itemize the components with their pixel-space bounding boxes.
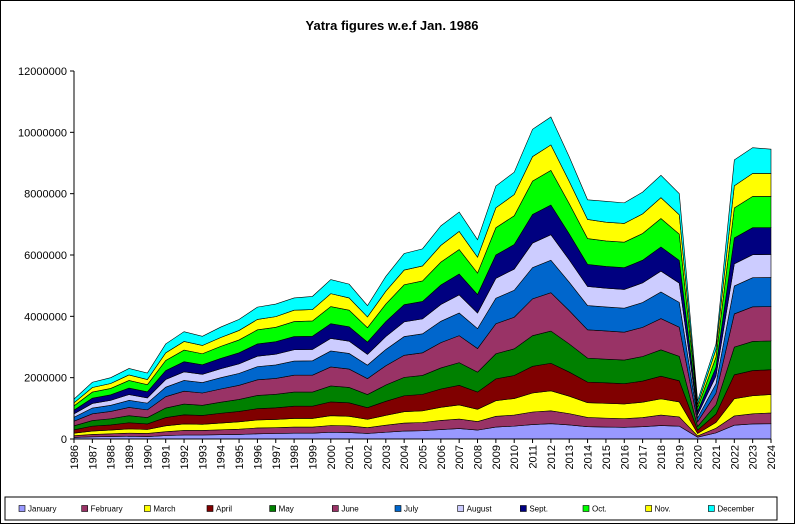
legend-swatch — [520, 505, 527, 512]
x-tick-label: 2007 — [454, 445, 466, 469]
legend-label: February — [91, 505, 123, 514]
legend-label: March — [153, 505, 175, 514]
x-tick-label: 2011 — [528, 445, 540, 469]
legend-label: May — [279, 505, 294, 514]
legend-label: April — [216, 505, 232, 514]
x-tick-label: 2005 — [418, 445, 430, 469]
legend-swatch — [457, 505, 464, 512]
x-tick-label: 2024 — [766, 445, 778, 469]
x-tick-label: 2000 — [326, 445, 338, 469]
x-tick-label: 1988 — [106, 445, 118, 469]
x-tick-label: 2018 — [656, 445, 668, 469]
x-tick-label: 1992 — [179, 445, 191, 469]
x-tick-label: 1997 — [271, 445, 283, 469]
x-tick-label: 2017 — [638, 445, 650, 469]
y-tick-label: 0 — [61, 434, 67, 446]
legend-label: December — [717, 505, 754, 514]
x-tick-label: 2015 — [601, 445, 613, 469]
x-tick-label: 2006 — [436, 445, 448, 469]
x-tick-label: 2013 — [564, 445, 576, 469]
y-tick-label: 6000000 — [24, 250, 67, 262]
x-tick-label: 2010 — [509, 445, 521, 469]
legend-swatch — [81, 505, 88, 512]
x-tick-label: 1987 — [87, 445, 99, 469]
legend-swatch — [708, 505, 715, 512]
x-tick-label: 2002 — [362, 445, 374, 469]
x-tick-label: 2003 — [381, 445, 393, 469]
x-tick-label: 1991 — [161, 445, 173, 469]
x-tick-label: 2014 — [583, 445, 595, 469]
x-tick-label: 1995 — [234, 445, 246, 469]
legend-swatch — [18, 505, 26, 512]
x-tick-label: 2022 — [729, 445, 741, 469]
x-tick-label: 2009 — [491, 445, 503, 469]
x-tick-label: 1989 — [124, 445, 136, 469]
x-tick-label: 2021 — [711, 445, 723, 469]
legend-box — [4, 496, 778, 521]
y-tick-label: 2000000 — [24, 373, 67, 385]
legend-label: Oct. — [592, 505, 607, 514]
x-tick-label: 1994 — [216, 445, 228, 469]
x-tick-label: 2008 — [473, 445, 485, 469]
y-tick-label: 4000000 — [24, 311, 67, 323]
chart-title: Yatra figures w.e.f Jan. 1986 — [306, 18, 479, 33]
y-tick-label: 10000000 — [18, 127, 67, 139]
legend-swatch — [206, 505, 214, 512]
x-tick-label: 1996 — [252, 445, 264, 469]
legend-label: January — [28, 505, 56, 514]
legend-label: Nov. — [655, 505, 671, 514]
x-tick-label: 2016 — [619, 445, 631, 469]
legend-label: August — [467, 505, 493, 514]
y-tick-label: 8000000 — [24, 189, 67, 201]
x-tick-label: 2012 — [546, 445, 558, 469]
legend-swatch — [394, 505, 402, 512]
x-tick-label: 2019 — [674, 445, 686, 469]
x-tick-label: 2001 — [344, 445, 356, 469]
x-tick-label: 1993 — [197, 445, 209, 469]
legend-label: June — [341, 505, 359, 514]
legend-swatch — [269, 505, 276, 512]
legend-swatch — [332, 505, 339, 512]
legend: January February March April May June July Augu… — [4, 496, 778, 521]
area-series-11 — [73, 116, 772, 405]
legend-swatch — [582, 505, 590, 512]
x-tick-label: 1999 — [307, 445, 319, 469]
legend-swatch — [645, 505, 652, 512]
legend-label: July — [404, 505, 418, 514]
legend-label: Sept. — [529, 505, 548, 514]
x-tick-label: 1986 — [69, 445, 81, 469]
axes: 0 2000000 4000000 6000000 8000000 10000000 120… — [18, 66, 778, 469]
x-tick-label: 2023 — [748, 445, 760, 469]
x-tick-label: 2020 — [693, 445, 705, 469]
x-tick-label: 1990 — [142, 445, 154, 469]
x-tick-label: 1998 — [289, 445, 301, 469]
x-tick-label: 2004 — [399, 445, 411, 469]
plot-area — [73, 116, 772, 440]
legend-swatch — [144, 505, 151, 512]
y-tick-label: 12000000 — [18, 66, 67, 78]
